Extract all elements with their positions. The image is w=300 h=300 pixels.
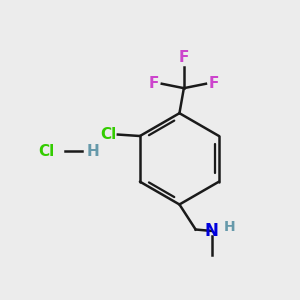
Text: H: H xyxy=(224,220,236,234)
Text: F: F xyxy=(179,50,189,65)
Text: F: F xyxy=(208,76,219,91)
Text: Cl: Cl xyxy=(38,144,54,159)
Text: H: H xyxy=(87,144,99,159)
Text: Cl: Cl xyxy=(100,127,116,142)
Text: N: N xyxy=(205,222,219,240)
Text: F: F xyxy=(149,76,159,91)
